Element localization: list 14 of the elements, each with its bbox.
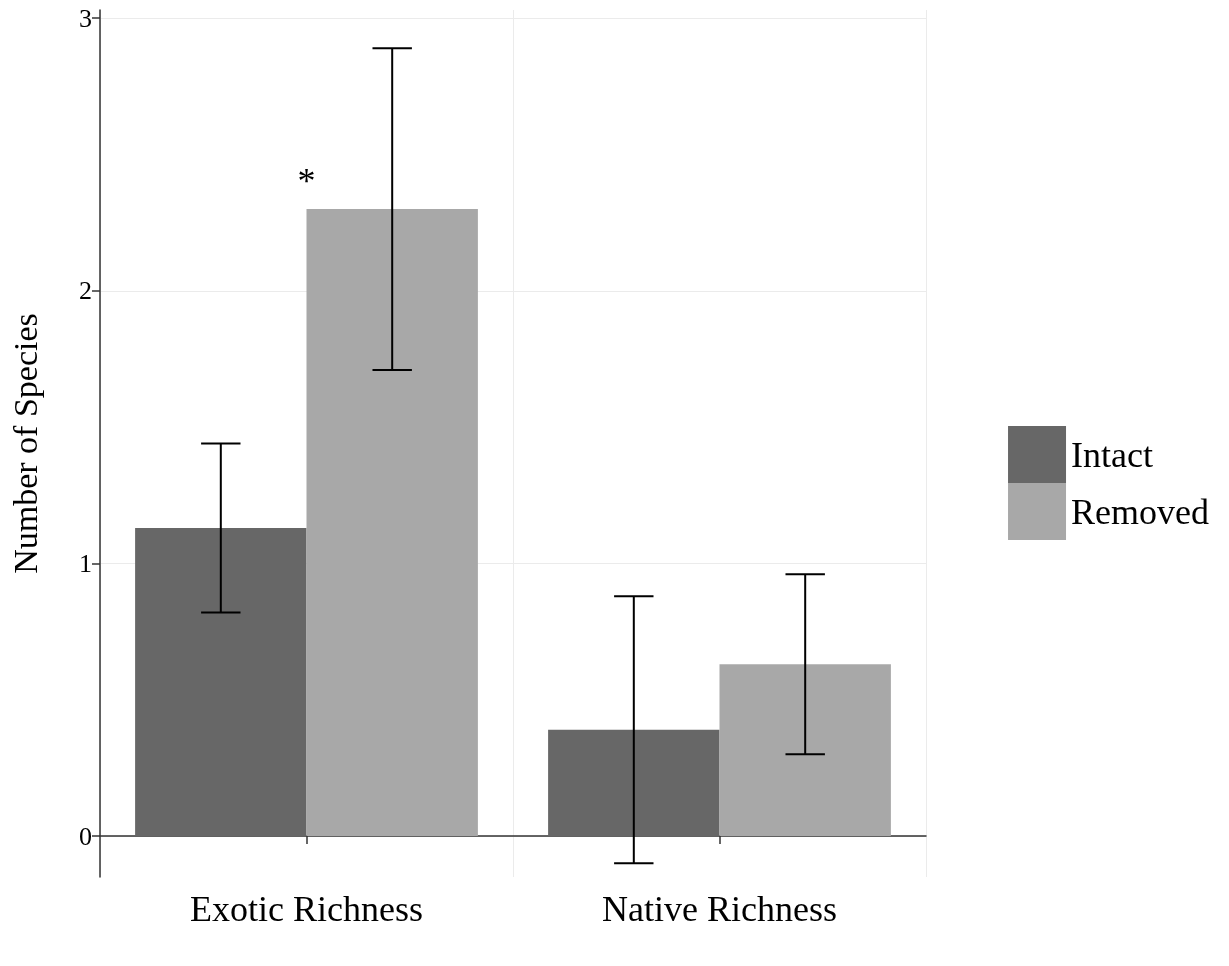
- legend-label: Intact: [1071, 434, 1153, 475]
- legend-label: Removed: [1071, 491, 1210, 532]
- y-tick-label: 2: [79, 276, 92, 306]
- bar: [306, 209, 478, 837]
- bar: [548, 729, 720, 837]
- bar: [135, 528, 307, 837]
- y-tick-label: 0: [79, 821, 92, 851]
- annotation: *: [297, 161, 316, 202]
- x-tick-label: Native Richness: [602, 889, 837, 929]
- y-axis-title: Number of Species: [6, 313, 44, 574]
- y-tick-label: 1: [79, 548, 92, 578]
- x-tick-label: Exotic Richness: [190, 889, 423, 929]
- y-tick-label: 3: [79, 3, 92, 33]
- bar: [719, 664, 891, 837]
